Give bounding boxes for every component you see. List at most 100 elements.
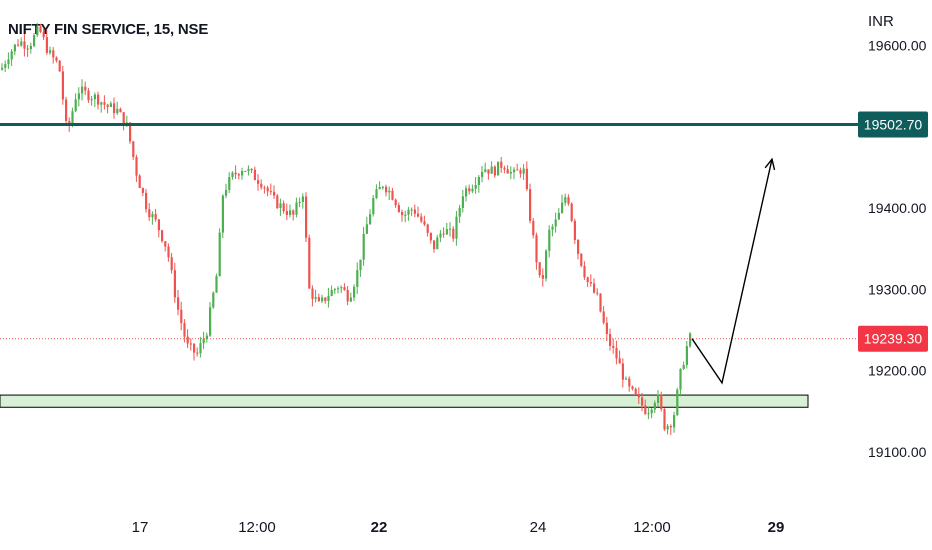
y-tick-label: 19300.00 [868, 281, 927, 297]
candle-body [237, 174, 240, 176]
chart-title: NIFTY FIN SERVICE, 15, NSE [8, 21, 209, 38]
candle-body [535, 235, 538, 263]
candle-body [439, 233, 442, 238]
candle-body [180, 309, 183, 324]
candle-body [359, 259, 362, 271]
candle-body [500, 161, 503, 168]
candle-body [93, 94, 96, 100]
x-tick-label: 12:00 [238, 519, 276, 536]
y-tick-label: 19200.00 [868, 363, 927, 379]
candle-body [202, 338, 205, 344]
candle-body [189, 343, 192, 345]
candle-body [455, 216, 458, 239]
candle-body [548, 229, 551, 251]
candle-body [186, 336, 189, 344]
candle-body [58, 60, 61, 72]
candle-body [269, 191, 272, 193]
candle-body [250, 168, 253, 170]
candle-body [55, 57, 58, 61]
candle-body [29, 45, 32, 50]
candle-body [426, 224, 429, 233]
candle-body [119, 108, 122, 113]
candle-body [487, 169, 490, 174]
candle-body [282, 203, 285, 212]
candle-body [45, 37, 48, 53]
candle-body [513, 169, 516, 173]
candle-body [225, 189, 228, 196]
candle-body [4, 64, 7, 68]
candle-body [199, 343, 202, 354]
candle-body [497, 161, 500, 176]
candle-body [644, 405, 647, 414]
candle-body [177, 297, 180, 310]
candle-body [161, 230, 164, 242]
candle-body [253, 169, 256, 181]
candle-body [612, 345, 615, 348]
y-tick-label: 19100.00 [868, 444, 927, 460]
candle-body [372, 198, 375, 215]
x-tick-label: 17 [132, 519, 149, 536]
candle-body [10, 51, 13, 60]
candle-body [292, 210, 295, 215]
candle-body [445, 229, 448, 235]
candle-body [580, 253, 583, 267]
candle-body [141, 188, 144, 193]
candle-body [305, 196, 308, 238]
candle-body [519, 170, 522, 174]
x-tick-label: 22 [371, 519, 388, 536]
candle-body [625, 378, 628, 380]
candle-body [103, 102, 106, 105]
candle-body [97, 94, 100, 105]
candle-body [353, 286, 356, 298]
currency-label: INR [868, 13, 894, 30]
candle-body [676, 389, 679, 416]
projection-arrowhead [764, 157, 776, 171]
candle-body [490, 166, 493, 174]
candle-body [573, 220, 576, 240]
candle-body [129, 122, 132, 142]
candle-body [257, 180, 260, 184]
candle-body [106, 104, 109, 107]
candle-body [317, 297, 320, 302]
candle-body [417, 213, 420, 217]
candle-body [327, 295, 330, 301]
candle-body [503, 167, 506, 170]
candle-body [84, 86, 87, 91]
candle-body [433, 240, 436, 250]
candle-body [381, 186, 384, 188]
candle-body [375, 189, 378, 199]
candle-body [87, 90, 90, 101]
y-tick-label: 19400.00 [868, 200, 927, 216]
candle-body [167, 246, 170, 258]
candle-body [13, 44, 16, 52]
candle-body [49, 50, 52, 53]
candle-body [164, 241, 167, 247]
candle-body [311, 288, 314, 299]
candle-body [71, 111, 74, 126]
x-tick-label: 29 [768, 519, 785, 536]
candle-body [577, 239, 580, 254]
candle-body [391, 190, 394, 200]
candle-body [532, 220, 535, 236]
candle-body [135, 157, 138, 176]
candle-body [346, 290, 349, 302]
candle-body [679, 368, 682, 390]
candle-body [481, 171, 484, 178]
candle-body [39, 26, 42, 32]
candle-body [17, 44, 20, 46]
candle-body [145, 192, 148, 210]
candle-body [477, 177, 480, 186]
last-price-badge: 19239.30 [858, 325, 928, 352]
candle-body [641, 397, 644, 406]
candle-body [474, 185, 477, 189]
candle-body [554, 219, 557, 227]
candle-body [148, 209, 151, 218]
candle-body [413, 209, 416, 214]
resistance-price-badge-bg [858, 111, 928, 138]
candle-body [561, 202, 564, 213]
candle-body [228, 177, 231, 190]
candle-body [388, 190, 391, 193]
candle-body [516, 169, 519, 171]
candle-body [157, 219, 160, 231]
